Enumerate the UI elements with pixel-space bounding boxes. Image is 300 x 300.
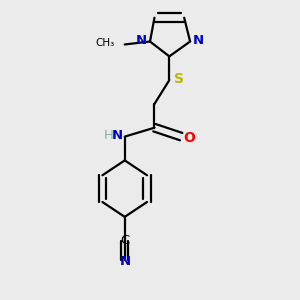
Text: C: C <box>121 234 130 247</box>
Text: N: N <box>136 34 147 46</box>
Text: H: H <box>103 129 113 142</box>
Text: O: O <box>184 131 196 145</box>
Text: N: N <box>112 129 123 142</box>
Text: S: S <box>174 72 184 86</box>
Text: N: N <box>120 255 131 268</box>
Text: CH₃: CH₃ <box>95 38 114 48</box>
Text: N: N <box>193 34 204 47</box>
